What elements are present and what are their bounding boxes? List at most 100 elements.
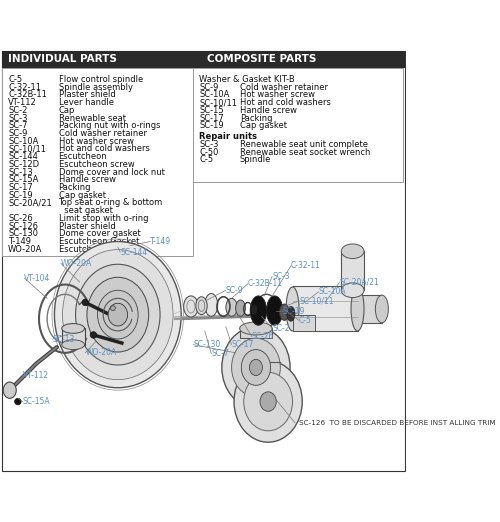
- Bar: [240, 328, 272, 338]
- Ellipse shape: [54, 242, 181, 388]
- Text: Handle screw: Handle screw: [58, 175, 116, 184]
- Text: Hot washer screw: Hot washer screw: [240, 90, 314, 99]
- Ellipse shape: [280, 304, 289, 321]
- Text: Cap gasket: Cap gasket: [58, 191, 106, 200]
- Ellipse shape: [184, 296, 198, 317]
- Ellipse shape: [251, 304, 258, 315]
- Text: WO-20A: WO-20A: [8, 245, 42, 254]
- Text: SC-144: SC-144: [8, 152, 38, 161]
- Text: SC-3: SC-3: [199, 140, 218, 149]
- Ellipse shape: [62, 324, 84, 334]
- Ellipse shape: [260, 392, 276, 411]
- Text: Cap gasket: Cap gasket: [240, 121, 286, 130]
- Text: Repair units: Repair units: [199, 132, 257, 141]
- Bar: [194, 68, 403, 182]
- Text: Dome cover gasket: Dome cover gasket: [58, 229, 140, 239]
- Text: SC-10A: SC-10A: [318, 288, 346, 296]
- Text: SC-10A: SC-10A: [199, 90, 230, 99]
- Ellipse shape: [226, 299, 237, 316]
- Ellipse shape: [14, 398, 21, 405]
- Text: C-5: C-5: [299, 316, 312, 325]
- Text: Renewable seat: Renewable seat: [58, 113, 126, 123]
- Text: Washer & Gasket KIT-B: Washer & Gasket KIT-B: [199, 75, 295, 84]
- Bar: [2, 51, 404, 68]
- Text: C-32B-11: C-32B-11: [8, 90, 47, 99]
- Ellipse shape: [110, 306, 116, 311]
- Text: VT-112: VT-112: [8, 98, 37, 107]
- Text: SC-26: SC-26: [252, 332, 274, 341]
- Text: T-149: T-149: [150, 237, 172, 246]
- Text: SC-17: SC-17: [199, 113, 224, 123]
- Text: SC-3: SC-3: [272, 272, 290, 281]
- Ellipse shape: [250, 296, 266, 325]
- Ellipse shape: [98, 290, 138, 339]
- Text: Renewable seat unit complete: Renewable seat unit complete: [240, 140, 368, 149]
- Text: C-32B-11: C-32B-11: [248, 279, 283, 288]
- Text: WO-20A: WO-20A: [86, 348, 116, 358]
- Text: VT-104: VT-104: [24, 274, 51, 282]
- Ellipse shape: [232, 338, 280, 397]
- Text: Hot and cold washers: Hot and cold washers: [58, 145, 150, 153]
- Text: Cap: Cap: [58, 106, 75, 115]
- Text: T-149: T-149: [8, 237, 31, 246]
- Text: INDIVIDUAL PARTS: INDIVIDUAL PARTS: [8, 54, 117, 65]
- Text: Plaster shield: Plaster shield: [58, 222, 116, 231]
- Text: Packing nut with o-rings: Packing nut with o-rings: [58, 121, 160, 130]
- Text: SC-126: SC-126: [8, 222, 38, 231]
- Bar: [292, 286, 358, 331]
- Text: SC-130: SC-130: [194, 340, 220, 349]
- Bar: [62, 328, 84, 345]
- Text: C-5: C-5: [199, 156, 213, 164]
- Text: SC-7: SC-7: [212, 349, 229, 358]
- Text: Handle screw: Handle screw: [240, 106, 296, 115]
- Text: Escutcheon screw: Escutcheon screw: [58, 160, 134, 169]
- Text: C-50: C-50: [199, 148, 218, 157]
- Text: SC-17: SC-17: [232, 340, 254, 349]
- Text: C-32-11: C-32-11: [8, 82, 41, 92]
- Text: Hot washer screw: Hot washer screw: [58, 137, 134, 146]
- Text: SC-9: SC-9: [226, 286, 244, 295]
- Text: SC-126  TO BE DISCARDED BEFORE INST ALLING TRIM: SC-126 TO BE DISCARDED BEFORE INST ALLIN…: [299, 420, 496, 426]
- Text: Spindle: Spindle: [240, 156, 271, 164]
- Text: Hot and cold washers: Hot and cold washers: [240, 98, 330, 107]
- Text: Escutcheon screw: Escutcheon screw: [58, 245, 134, 254]
- Text: C-5: C-5: [8, 75, 22, 84]
- Ellipse shape: [236, 300, 246, 316]
- Ellipse shape: [351, 287, 364, 331]
- Text: Cold washer retainer: Cold washer retainer: [240, 82, 328, 92]
- Ellipse shape: [234, 361, 302, 442]
- Text: SC-2: SC-2: [272, 324, 289, 333]
- Bar: [358, 295, 382, 323]
- Ellipse shape: [266, 296, 283, 325]
- Ellipse shape: [244, 372, 292, 431]
- Text: SC-3: SC-3: [8, 113, 28, 123]
- Text: SC-13: SC-13: [8, 168, 33, 176]
- Text: SC-15A: SC-15A: [23, 397, 50, 406]
- Text: Limit stop with o-ring: Limit stop with o-ring: [58, 214, 148, 223]
- Text: SC-144: SC-144: [120, 247, 148, 256]
- Text: SC-20A/21: SC-20A/21: [8, 198, 52, 207]
- Ellipse shape: [222, 327, 290, 408]
- Text: SC-19: SC-19: [283, 307, 305, 316]
- Text: SC-9: SC-9: [8, 129, 28, 138]
- Text: SC-2: SC-2: [8, 106, 28, 115]
- Ellipse shape: [4, 382, 16, 398]
- Text: SC-17: SC-17: [8, 183, 33, 192]
- Ellipse shape: [82, 299, 88, 306]
- Text: Escutcheon Gasket: Escutcheon Gasket: [58, 237, 139, 246]
- Ellipse shape: [196, 296, 207, 315]
- Text: SC-130: SC-130: [8, 229, 38, 239]
- Text: Packing: Packing: [58, 183, 91, 192]
- Ellipse shape: [242, 350, 270, 385]
- Text: Escutcheon: Escutcheon: [58, 152, 107, 161]
- Text: SC-10/11: SC-10/11: [299, 296, 334, 305]
- Text: VT-112: VT-112: [23, 371, 49, 380]
- Text: SC-10/11: SC-10/11: [8, 145, 46, 153]
- Ellipse shape: [286, 287, 299, 331]
- Text: SC-10/11: SC-10/11: [199, 98, 237, 107]
- Text: SC-12D: SC-12D: [8, 160, 40, 169]
- Text: Plaster shield: Plaster shield: [58, 90, 116, 99]
- Text: SC-10A: SC-10A: [8, 137, 38, 146]
- Bar: [342, 251, 364, 290]
- Text: SC-19: SC-19: [199, 121, 224, 130]
